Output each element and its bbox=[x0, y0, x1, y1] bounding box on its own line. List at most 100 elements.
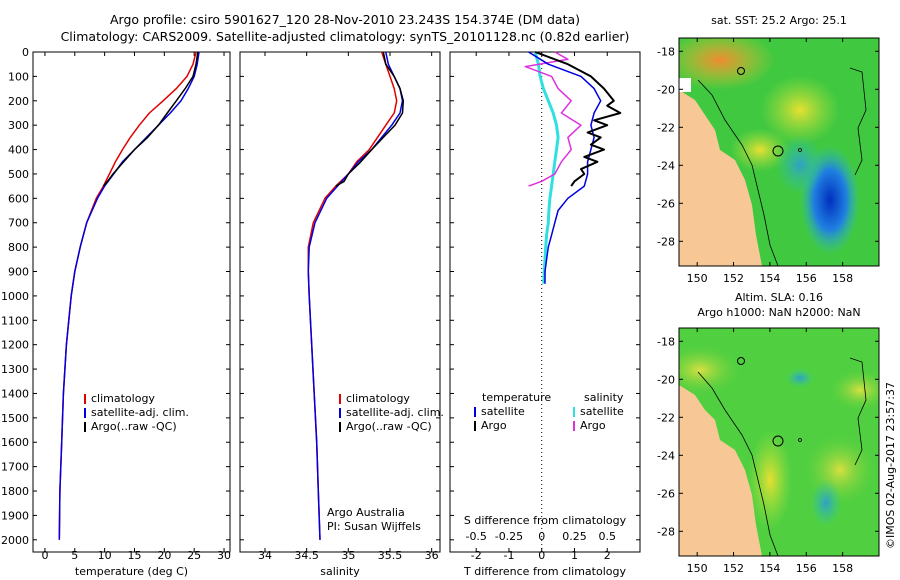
depth-tick-label: 1500 bbox=[1, 412, 29, 425]
sst-marker bbox=[737, 67, 745, 75]
sla-patch-4 bbox=[830, 370, 879, 410]
s-xlabel: S difference from climatology bbox=[464, 514, 627, 527]
sla-frame bbox=[678, 327, 880, 557]
series-temp-argo bbox=[102, 51, 199, 187]
sla-map: Altim. SLA: 0.16 Argo h1000: NaN h2000: … bbox=[657, 291, 880, 575]
difference-panel: -2 -1 0 1 2 T difference from climatology -0.5… bbox=[449, 51, 641, 578]
s-xtick-label: -0.25 bbox=[495, 530, 523, 543]
credit-text: ©IMOS 02-Aug-2017 23:57:37 bbox=[884, 382, 897, 549]
annotation-program: Argo Australia bbox=[327, 506, 405, 519]
map-ytick-label: -24 bbox=[657, 159, 675, 172]
temperature-xtick-label: 15 bbox=[127, 549, 141, 562]
sla-contour-2 bbox=[849, 357, 867, 466]
sla-axes: 150 152 154 156 158 -18 -20 -22 -24 -26 -28 bbox=[657, 328, 879, 575]
depth-tick-label: 1200 bbox=[1, 339, 29, 352]
map-xtick-label: 152 bbox=[723, 562, 744, 575]
legend-salinity-title: salinity bbox=[584, 391, 624, 404]
s-xtick-label: -0.5 bbox=[465, 530, 486, 543]
legend-temperature-title: temperature bbox=[482, 391, 551, 404]
depth-tick-label: 100 bbox=[8, 70, 29, 83]
map-ytick-label: -20 bbox=[657, 83, 675, 96]
sla-map-title-2: Argo h1000: NaN h2000: NaN bbox=[697, 306, 860, 319]
map-ytick-label: -22 bbox=[657, 121, 675, 134]
sst-map-title: sat. SST: 25.2 Argo: 25.1 bbox=[711, 14, 847, 27]
sla-contour bbox=[697, 371, 779, 556]
difference-xtick-label: -2 bbox=[471, 549, 482, 562]
map-ytick-label: -22 bbox=[657, 411, 675, 424]
depth-tick-label: 0 bbox=[22, 46, 29, 59]
difference-xtick-label: 2 bbox=[604, 549, 611, 562]
s-xtick-label: 0.25 bbox=[562, 530, 587, 543]
difference-frame bbox=[449, 51, 641, 553]
salinity-frame bbox=[239, 51, 441, 553]
map-ytick-label: -20 bbox=[657, 373, 675, 386]
depth-tick-label: 800 bbox=[8, 241, 29, 254]
map-xtick-label: 154 bbox=[759, 562, 780, 575]
depth-tick-label: 1900 bbox=[1, 509, 29, 522]
series-t-satellite bbox=[528, 51, 602, 284]
s-xtick-label: 0 bbox=[538, 530, 545, 543]
depth-tick-label: 400 bbox=[8, 144, 29, 157]
depth-tick-label: 1800 bbox=[1, 485, 29, 498]
depth-tick-label: 600 bbox=[8, 192, 29, 205]
depth-tick-label: 1000 bbox=[1, 290, 29, 303]
sst-patch-2 bbox=[760, 75, 840, 145]
sla-patch-2 bbox=[748, 430, 792, 530]
map-xtick-label: 158 bbox=[832, 272, 853, 285]
map-ytick-label: -26 bbox=[657, 197, 675, 210]
sst-patch-3 bbox=[730, 128, 790, 172]
temperature-xtick-label: 20 bbox=[157, 549, 171, 562]
legend-label: satellite-adj. clim. bbox=[91, 406, 189, 419]
map-xtick-label: 152 bbox=[723, 272, 744, 285]
sst-nodata bbox=[679, 78, 691, 92]
map-xtick-label: 154 bbox=[759, 272, 780, 285]
depth-tick-label: 900 bbox=[8, 266, 29, 279]
difference-xtick-label: -1 bbox=[503, 549, 514, 562]
series-sal-argo bbox=[335, 51, 405, 187]
temperature-xlabel: temperature (deg C) bbox=[75, 565, 188, 578]
map-ytick-label: -28 bbox=[657, 525, 675, 538]
map-xtick-label: 156 bbox=[796, 272, 817, 285]
legend-label: Argo(..raw -QC) bbox=[91, 420, 177, 433]
sla-argo-location bbox=[772, 435, 784, 447]
s-xtick-label: 0.5 bbox=[598, 530, 616, 543]
series-t-argo bbox=[534, 51, 622, 187]
legend-label: satellite-adj. clim. bbox=[346, 406, 444, 419]
sla-marker bbox=[737, 357, 745, 365]
depth-tick-label: 1100 bbox=[1, 314, 29, 327]
depth-tick-label: 700 bbox=[8, 217, 29, 230]
depth-tick-label: 500 bbox=[8, 168, 29, 181]
legend-label: Argo bbox=[481, 419, 507, 432]
temperature-panel: 0100200300400500600700800900100011001200… bbox=[1, 46, 231, 578]
sst-contour bbox=[697, 79, 779, 266]
title-line-2: Climatology: CARS2009. Satellite-adjuste… bbox=[61, 29, 630, 44]
sla-map-title-1: Altim. SLA: 0.16 bbox=[735, 291, 823, 304]
depth-tick-label: 1600 bbox=[1, 436, 29, 449]
sst-marker-small bbox=[798, 148, 802, 152]
series-s-satellite bbox=[533, 51, 560, 284]
sst-contour-2 bbox=[849, 67, 867, 176]
salinity-xtick-label: 35 bbox=[341, 549, 355, 562]
depth-tick-label: 2000 bbox=[1, 534, 29, 547]
sst-axes: 150 152 154 156 158 -18 -20 -22 -24 -26 -28 bbox=[657, 38, 879, 285]
depth-tick-label: 1700 bbox=[1, 461, 29, 474]
sst-land bbox=[679, 90, 762, 266]
map-ytick-label: -24 bbox=[657, 449, 675, 462]
difference-xlabel: T difference from climatology bbox=[463, 565, 626, 578]
legend-label: Argo(..raw -QC) bbox=[346, 420, 432, 433]
sla-patch-1 bbox=[679, 345, 740, 395]
sla-eddy-2 bbox=[786, 368, 814, 388]
map-xtick-label: 150 bbox=[687, 562, 708, 575]
sst-frame bbox=[678, 37, 880, 267]
temperature-xtick-label: 30 bbox=[217, 549, 231, 562]
temperature-xtick-label: 25 bbox=[187, 549, 201, 562]
sla-eddy bbox=[810, 479, 842, 527]
sla-land bbox=[679, 385, 762, 556]
sst-map: sat. SST: 25.2 Argo: 25.1 150 152 154 156 15… bbox=[657, 14, 880, 285]
series-s-argo bbox=[524, 51, 582, 187]
map-ytick-label: -18 bbox=[657, 335, 675, 348]
salinity-xtick-label: 36 bbox=[425, 549, 439, 562]
salinity-panel: 34 34.5 35 35.5 36 salinity climatologysatelli… bbox=[239, 51, 444, 578]
temperature-xtick-label: 5 bbox=[71, 549, 78, 562]
